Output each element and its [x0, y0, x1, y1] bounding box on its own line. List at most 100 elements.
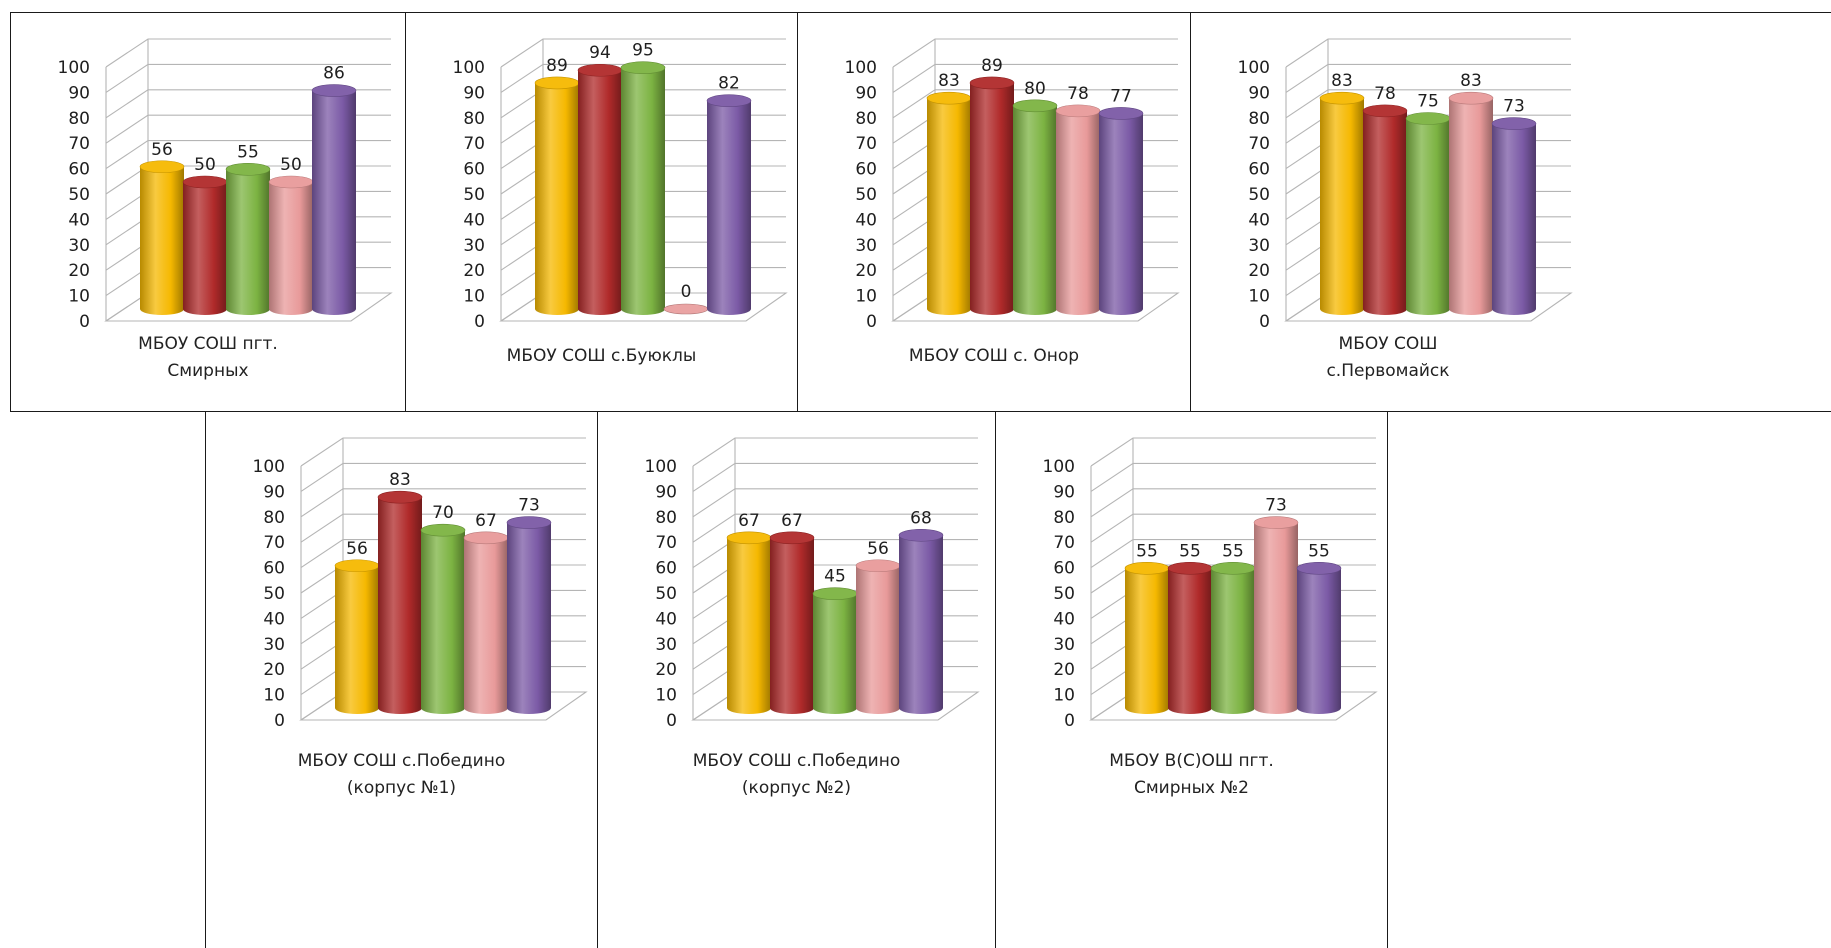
bar-body [1492, 123, 1536, 315]
chart-caption-7-line-1: МБОУ В(С)ОШ пгт. [1109, 751, 1274, 771]
bar [463, 531, 509, 714]
chart-caption-5-line-2: (корпус №1) [346, 778, 457, 798]
chart-plot-2: 0 10 20 30 40 50 60 70 80 90 100 89 94 95 0 82 [453, 38, 788, 332]
bar-cap [1124, 562, 1170, 575]
bar [139, 160, 185, 315]
y-tick-label: 10 [263, 686, 285, 706]
bar-body [621, 67, 665, 315]
y-tick-label: 0 [79, 312, 90, 332]
bar-body [1211, 568, 1255, 714]
bar-body [813, 593, 857, 714]
bar-value-label: 73 [518, 496, 540, 516]
bar-value-label: 78 [1067, 84, 1089, 104]
y-tick-label: 0 [474, 312, 485, 332]
y-tick-label: 100 [253, 457, 285, 477]
bar-value-label: 56 [867, 539, 889, 559]
y-tick-label: 0 [1259, 312, 1270, 332]
y-tick-label: 20 [68, 261, 90, 281]
bar-body [578, 70, 622, 315]
y-tick-label: 20 [1248, 261, 1270, 281]
bar [420, 523, 466, 714]
bar [311, 84, 357, 315]
bar-value-label: 94 [589, 43, 611, 63]
bar-value-label: 77 [1110, 86, 1132, 106]
bar [334, 559, 380, 714]
bar-cap [1491, 117, 1537, 130]
chart-caption-5-line-1: МБОУ СОШ с.Победино [297, 751, 506, 771]
y-tick-label: 70 [1053, 533, 1075, 553]
y-tick-label: 20 [263, 660, 285, 680]
bar-body [1297, 568, 1341, 714]
bar [1491, 117, 1537, 315]
bar-value-label: 55 [1222, 541, 1244, 561]
chart-panel-2: 0 10 20 30 40 50 60 70 80 90 100 89 94 95 0 82 МБОУ СОШ… [405, 12, 798, 412]
chart-plot-1: 0 10 20 30 40 50 60 70 80 90 100 56 50 55 50 86 [58, 38, 393, 332]
gridline [105, 38, 391, 68]
bar [769, 531, 815, 714]
bar [1055, 104, 1101, 315]
chart-caption-5: МБОУ СОШ с.Победино (корпус №1) [206, 748, 597, 802]
bar-cap [534, 76, 580, 90]
gridline [1090, 462, 1376, 492]
chart-caption-6-line-2: (корпус №2) [741, 778, 852, 798]
y-tick-label: 0 [866, 312, 877, 332]
y-tick-label: 90 [1248, 83, 1270, 103]
bar [1296, 562, 1342, 714]
bar-value-label: 78 [1374, 84, 1396, 104]
bar-value-label: 80 [1024, 79, 1046, 99]
chart-floor [691, 691, 980, 721]
chart-panel-6: 0 10 20 30 40 50 60 70 80 90 100 67 67 45 56 68 МБОУ СО… [597, 411, 996, 948]
chart-floor [891, 292, 1180, 322]
bar-cap [1012, 99, 1058, 113]
gridline [692, 462, 978, 492]
y-tick-label: 50 [263, 584, 285, 604]
bar [855, 559, 901, 714]
y-tick-label: 70 [655, 533, 677, 553]
chart-floor [299, 691, 588, 721]
bar-body [421, 530, 465, 714]
bar-cap [577, 63, 623, 77]
y-tick-label: 80 [68, 109, 90, 129]
bar-value-label: 70 [432, 503, 454, 523]
chart-caption-3: МБОУ СОШ с. Онор [798, 343, 1190, 370]
bar-cap [1448, 91, 1494, 105]
bar [1362, 104, 1408, 315]
y-tick-label: 60 [263, 559, 285, 579]
bar-cap [1253, 516, 1299, 529]
bar [182, 175, 228, 315]
bar [1448, 91, 1494, 316]
y-tick-label: 50 [68, 185, 90, 205]
y-tick-label: 30 [1248, 236, 1270, 256]
bar-value-label: 67 [781, 511, 803, 531]
y-tick-label: 30 [655, 635, 677, 655]
y-tick-label: 40 [68, 210, 90, 230]
chart-panel-4: 0 10 20 30 40 50 60 70 80 90 100 83 78 75 83 73 МБОУ СО… [1190, 12, 1831, 412]
chart-caption-2: МБОУ СОШ с.Буюклы [406, 343, 797, 370]
bar-cap [268, 175, 314, 189]
bar-cap [311, 84, 357, 97]
y-tick-label: 90 [655, 482, 677, 502]
bar-value-label: 83 [1331, 71, 1353, 91]
y-tick-label: 20 [1053, 660, 1075, 680]
bar-value-label: 86 [323, 64, 345, 84]
bar [225, 163, 271, 315]
chart-plot-4: 0 10 20 30 40 50 60 70 80 90 100 83 78 75 83 73 [1238, 38, 1573, 332]
y-tick-label: 50 [1053, 584, 1075, 604]
y-tick-label: 70 [463, 134, 485, 154]
y-tick-label: 60 [655, 559, 677, 579]
bar-value-label: 83 [1460, 71, 1482, 91]
y-tick-label: 60 [1053, 559, 1075, 579]
y-tick-label: 100 [645, 457, 677, 477]
y-tick-label: 40 [855, 210, 877, 230]
bar [1098, 107, 1144, 315]
bar-value-label: 55 [1308, 541, 1330, 561]
chart-floor [1089, 691, 1378, 721]
y-tick-label: 30 [855, 236, 877, 256]
bar-cap [812, 587, 858, 600]
y-tick-label: 30 [263, 635, 285, 655]
bar-cap [898, 528, 944, 542]
chart-floor [104, 292, 393, 322]
chart-caption-1-line-1: МБОУ СОШ пгт. [138, 334, 278, 354]
y-tick-label: 50 [655, 584, 677, 604]
bar [663, 303, 709, 315]
